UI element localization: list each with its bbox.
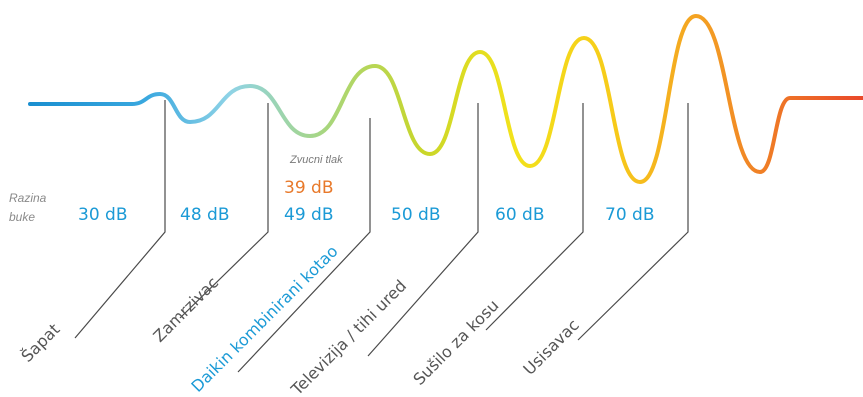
leader-line-televizija: [367, 103, 479, 357]
level-db: 30 dB: [78, 205, 128, 225]
level-db: 60 dB: [495, 205, 545, 225]
leader-line-usisavac: [577, 103, 689, 341]
source-label-televizija: Televizija / tihi ured: [287, 276, 410, 397]
level-db: 50 dB: [391, 205, 441, 225]
side-label-line-2: buke: [9, 210, 35, 224]
level-db: 70 dB: [605, 205, 655, 225]
level-db: 48 dB: [180, 205, 230, 225]
level-db: 49 dB: [284, 205, 334, 225]
pressure-note: Zvucni tlak: [289, 154, 343, 166]
source-label-zamrzivac: Zamrzivac: [149, 273, 222, 346]
source-label-susilo: Sušilo za kosu: [409, 296, 502, 389]
leader-line-susilo: [485, 103, 584, 331]
source-label-sapat: Šapat: [17, 320, 63, 366]
sound-wave: [28, 14, 863, 184]
leader-lines: [74, 100, 689, 373]
source-label-usisavac: Usisavac: [519, 315, 582, 378]
leader-line-zamrzivac: [179, 103, 269, 319]
leader-line-sapat: [74, 100, 166, 339]
highlight-level: 39 dB: [284, 178, 334, 198]
leader-line-daikin: [237, 118, 371, 373]
side-label-line-1: Razina: [9, 191, 47, 205]
